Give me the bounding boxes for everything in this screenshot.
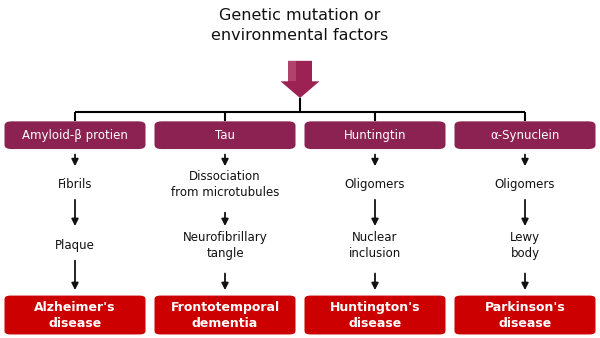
Text: Parkinson's
disease: Parkinson's disease	[485, 300, 565, 330]
Text: Oligomers: Oligomers	[345, 178, 405, 191]
Text: Dissociation
from microtubules: Dissociation from microtubules	[171, 170, 279, 199]
Text: Genetic mutation or
environmental factors: Genetic mutation or environmental factor…	[211, 8, 389, 43]
Polygon shape	[288, 61, 296, 81]
Text: α-Synuclein: α-Synuclein	[490, 129, 560, 142]
FancyBboxPatch shape	[155, 121, 296, 149]
Text: Lewy
body: Lewy body	[510, 231, 540, 260]
Text: Neurofibrillary
tangle: Neurofibrillary tangle	[182, 231, 268, 260]
Text: Tau: Tau	[215, 129, 235, 142]
FancyBboxPatch shape	[5, 121, 146, 149]
FancyBboxPatch shape	[455, 121, 595, 149]
FancyBboxPatch shape	[305, 121, 446, 149]
Text: Frontotemporal
dementia: Frontotemporal dementia	[170, 300, 280, 330]
Text: Huntingtin: Huntingtin	[344, 129, 406, 142]
Text: Nuclear
inclusion: Nuclear inclusion	[349, 231, 401, 260]
Text: Plaque: Plaque	[55, 239, 95, 251]
Text: Amyloid-β protien: Amyloid-β protien	[22, 129, 128, 142]
Text: Oligomers: Oligomers	[495, 178, 555, 191]
FancyBboxPatch shape	[155, 295, 296, 335]
FancyBboxPatch shape	[455, 295, 595, 335]
Polygon shape	[281, 61, 320, 98]
FancyBboxPatch shape	[5, 295, 146, 335]
FancyBboxPatch shape	[305, 295, 446, 335]
Text: Fibrils: Fibrils	[58, 178, 92, 191]
Text: Huntington's
disease: Huntington's disease	[330, 300, 420, 330]
Text: Alzheimer's
disease: Alzheimer's disease	[34, 300, 116, 330]
